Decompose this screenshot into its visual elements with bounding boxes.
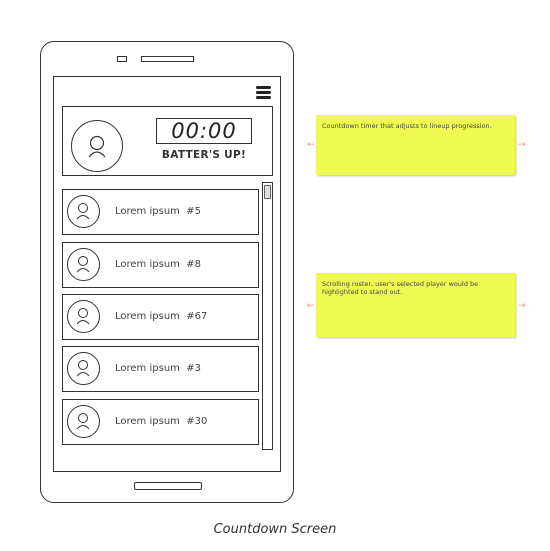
roster-item[interactable]: Lorem ipsum #5 — [62, 189, 259, 235]
roster-item[interactable]: Lorem ipsum #8 — [62, 242, 259, 288]
arrow-right-icon: → — [518, 140, 526, 150]
player-avatar — [67, 352, 100, 385]
user-icon — [76, 360, 90, 377]
player-label: Lorem ipsum #8 — [115, 259, 201, 270]
arrow-right-icon: → — [518, 301, 526, 311]
phone-camera — [117, 56, 127, 62]
player-avatar — [67, 405, 100, 438]
roster-item[interactable]: Lorem ipsum #67 — [62, 294, 259, 340]
player-label: Lorem ipsum #67 — [115, 311, 208, 322]
user-icon — [76, 413, 90, 430]
user-icon — [76, 203, 90, 220]
user-icon — [76, 256, 90, 273]
scroll-thumb[interactable] — [264, 185, 271, 199]
screen-caption: Countdown Screen — [213, 522, 337, 537]
player-avatar — [67, 195, 100, 228]
annotation-note: Scrolling roster, user's selected player… — [316, 273, 515, 337]
roster-item[interactable]: Lorem ipsum #30 — [62, 399, 259, 445]
player-avatar — [67, 248, 100, 281]
home-button[interactable] — [134, 482, 202, 490]
arrow-left-icon: ← — [307, 140, 315, 150]
user-icon — [76, 308, 90, 325]
roster-item[interactable]: Lorem ipsum #3 — [62, 346, 259, 392]
player-label: Lorem ipsum #3 — [115, 363, 201, 374]
arrow-left-icon: ← — [307, 301, 315, 311]
current-batter-avatar — [71, 120, 123, 172]
player-label: Lorem ipsum #30 — [115, 416, 208, 427]
menu-icon[interactable] — [256, 86, 271, 99]
phone-speaker — [141, 56, 194, 62]
countdown-timer: 00:00 — [156, 118, 252, 144]
user-icon — [88, 135, 106, 158]
player-avatar — [67, 300, 100, 333]
annotation-note: Countdown timer that adjusts to lineup p… — [316, 115, 515, 175]
player-label: Lorem ipsum #5 — [115, 206, 201, 217]
batter-status: BATTER'S UP! — [161, 149, 247, 161]
roster-scrollbar[interactable] — [262, 182, 273, 450]
